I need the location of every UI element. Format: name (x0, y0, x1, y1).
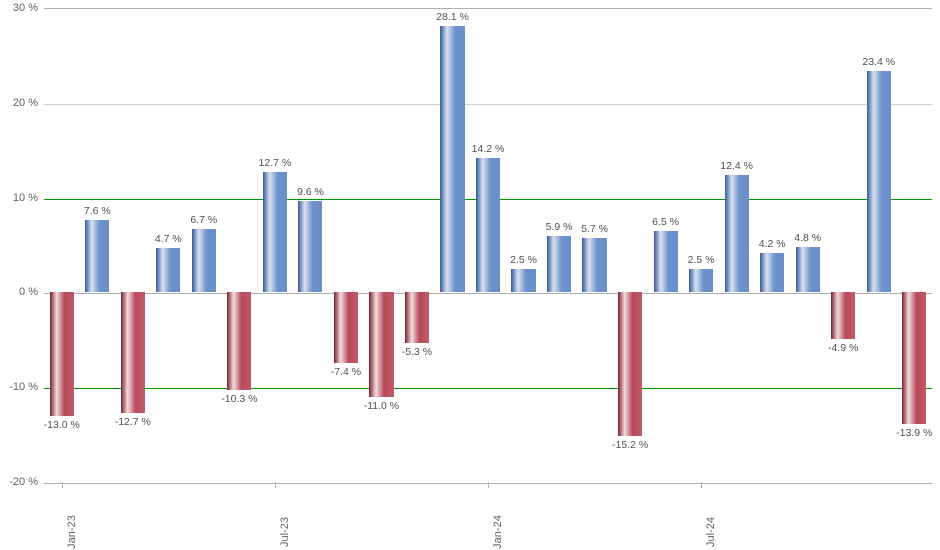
y-tick-label: 0 % (0, 286, 38, 298)
y-tick-label: 30 % (0, 2, 38, 14)
bar (760, 253, 784, 293)
bar-value-label: 4.7 % (155, 233, 182, 245)
bar-value-label: -4.9 % (828, 342, 858, 354)
x-tick-mark (275, 482, 276, 488)
bar (263, 172, 287, 292)
bar (440, 26, 464, 292)
y-tick-label: 10 % (0, 192, 38, 204)
gridline (44, 104, 932, 105)
bar (796, 247, 820, 293)
bar (121, 292, 145, 412)
bar-value-label: 4.2 % (759, 238, 786, 250)
bar-value-label: -13.9 % (896, 427, 932, 439)
bar (725, 175, 749, 293)
bar (156, 248, 180, 293)
bar-value-label: -5.3 % (402, 346, 432, 358)
bar (405, 292, 429, 342)
x-tick-label: Jan-23 (66, 515, 78, 549)
bar-value-label: 7.6 % (84, 205, 111, 217)
bar-value-label: -12.7 % (115, 416, 151, 428)
bar-value-label: 2.5 % (510, 254, 537, 266)
bar-value-label: -15.2 % (612, 439, 648, 451)
gridline (44, 293, 932, 294)
x-tick-label: Jul-23 (279, 517, 291, 547)
bar (582, 238, 606, 292)
bar (192, 229, 216, 293)
bar-value-label: 23.4 % (862, 56, 895, 68)
bar-chart: -20 % -10 % 0 % 10 % 20 % 30 % -13.0 % 7.6 % -12… (0, 0, 940, 550)
x-tick-label: Jan-24 (492, 515, 504, 549)
y-tick-label: 20 % (0, 97, 38, 109)
bar-value-label: -11.0 % (364, 400, 399, 412)
bar (689, 269, 713, 293)
bar-value-label: 5.9 % (546, 221, 573, 233)
bar (298, 201, 322, 292)
bar-value-label: 12.7 % (259, 157, 292, 169)
bar-value-label: -10.3 % (221, 393, 257, 405)
bar (85, 220, 109, 292)
bar (654, 231, 678, 293)
bar-value-label: 14.2 % (472, 143, 505, 155)
bar (547, 236, 571, 292)
bar (227, 292, 251, 390)
y-tick-label: -10 % (0, 381, 38, 393)
bar-value-label: 2.5 % (688, 254, 715, 266)
bar (334, 292, 358, 362)
gridline (44, 388, 932, 389)
bar-value-label: 9.6 % (297, 186, 324, 198)
bar-value-label: 12.4 % (720, 160, 753, 172)
bar (50, 292, 74, 415)
bar (831, 292, 855, 338)
bar (369, 292, 393, 396)
bar-value-label: 6.5 % (652, 216, 679, 228)
bar-value-label: 28.1 % (436, 11, 469, 23)
bar (476, 158, 500, 293)
bar (618, 292, 642, 436)
y-tick-label: -20 % (0, 476, 38, 488)
bar (511, 269, 535, 293)
x-tick-label: Jul-24 (705, 517, 717, 547)
bar-value-label: -7.4 % (331, 366, 361, 378)
bar (867, 71, 891, 293)
x-tick-mark (62, 482, 63, 488)
x-tick-mark (701, 482, 702, 488)
bar-value-label: -13.0 % (44, 419, 80, 431)
x-tick-mark (488, 482, 489, 488)
bar-value-label: 6.7 % (190, 214, 217, 226)
bar-value-label: 5.7 % (581, 223, 608, 235)
bar (902, 292, 926, 424)
bar-value-label: 4.8 % (794, 232, 821, 244)
